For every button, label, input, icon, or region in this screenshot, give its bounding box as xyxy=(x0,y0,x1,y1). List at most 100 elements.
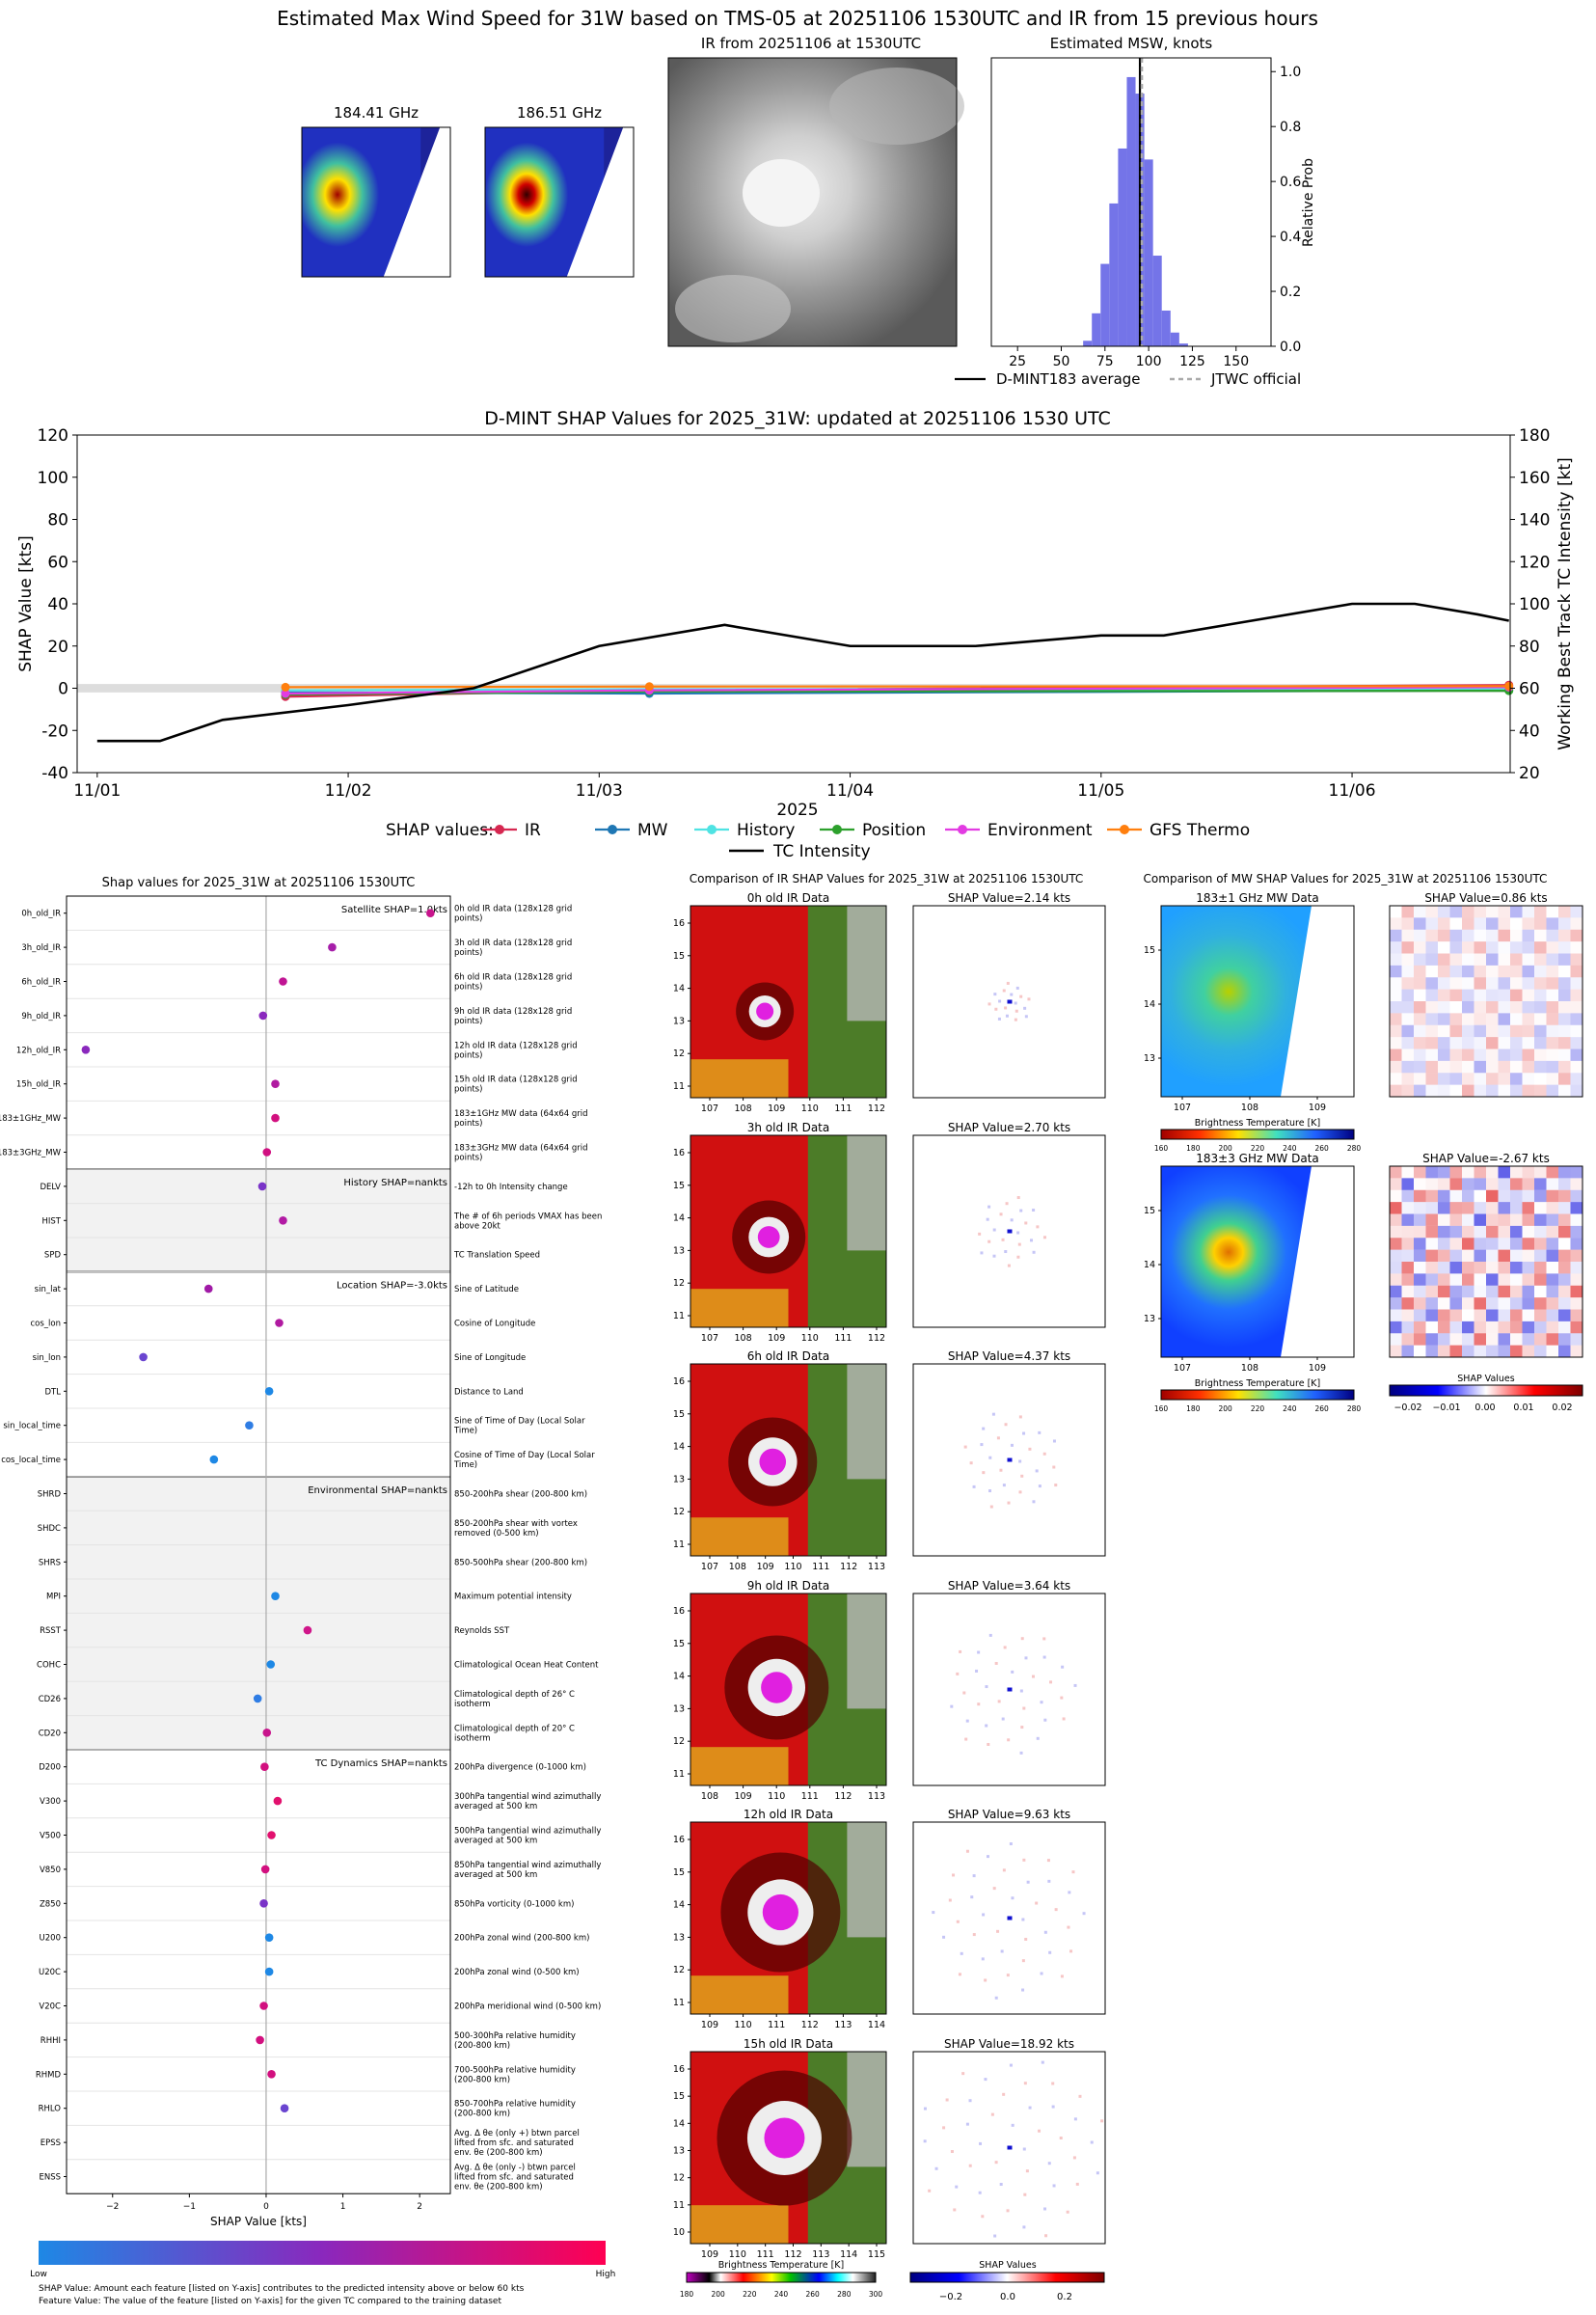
dots-feature-desc: (200-800 km) xyxy=(454,2041,510,2051)
ir-shap-pixel xyxy=(1052,1465,1056,1469)
timeseries-ytick-right-label: 120 xyxy=(1519,553,1550,572)
legend-swatch-marker xyxy=(832,825,842,834)
mw-shap-cell xyxy=(1558,941,1571,954)
timeseries-ytick-left-label: 0 xyxy=(58,680,68,699)
mw-shap-cell xyxy=(1558,1073,1571,1085)
dots-xtick-label: −1 xyxy=(183,2202,196,2212)
mw-shap-cell xyxy=(1498,1213,1510,1226)
dots-xtick-label: 2 xyxy=(417,2202,422,2212)
mw-shap-cell xyxy=(1558,1024,1571,1038)
mw-shap-cell xyxy=(1425,1225,1438,1239)
mw-shap-cell xyxy=(1534,1297,1547,1310)
mw-colorbar-tick-label: 220 xyxy=(1251,1144,1265,1153)
ir-shap-pixel xyxy=(1002,1868,1006,1872)
dots-footnote-1: SHAP Value: Amount each feature [listed … xyxy=(39,2284,525,2294)
mw-shap-cell xyxy=(1474,917,1486,930)
mw-shap-cell xyxy=(1522,1249,1534,1262)
mw-shap-cell xyxy=(1414,941,1426,954)
ir-shap-pixel xyxy=(1032,1250,1036,1254)
ir-panel-xtick-label: 114 xyxy=(868,2020,885,2030)
ir-panel-xtick-label: 110 xyxy=(784,1562,801,1572)
mw-panel-ytick-label: 14 xyxy=(1144,999,1155,1010)
ir-shap-pixel xyxy=(1032,1209,1036,1212)
mw-shap-cell xyxy=(1450,1273,1463,1285)
ir-shap-pixel xyxy=(1026,1880,1030,1884)
dots-feature-desc: isotherm xyxy=(454,1700,491,1709)
ir-shap-pixel xyxy=(1073,2117,1077,2121)
ir-colorbar-tick-label: 220 xyxy=(743,2290,757,2299)
mw-shap-cell xyxy=(1558,1037,1571,1049)
ir-shap-pixel xyxy=(981,2215,985,2219)
mw-panel-swath-gap xyxy=(1281,1166,1354,1357)
ir-colorbar-tick-label: 260 xyxy=(806,2290,821,2299)
mw-shap-cell xyxy=(1474,1073,1487,1084)
mw-shap-cell xyxy=(1522,1213,1534,1226)
ir-panel-xtick-label: 110 xyxy=(801,1103,819,1114)
ir-panel-ytick-label: 13 xyxy=(673,1703,685,1714)
ir-shap-pixel xyxy=(959,1649,962,1653)
mw-shap-cell xyxy=(1390,1001,1402,1014)
ir-shap-pixel xyxy=(1018,1490,1022,1494)
mw-shap-cell xyxy=(1438,1013,1450,1025)
mw-shap-cell xyxy=(1390,1060,1402,1074)
mw-shap-cell xyxy=(1510,1037,1523,1049)
mw-shap-cell xyxy=(1390,1297,1402,1310)
timeseries-ytick-right-label: 20 xyxy=(1519,764,1540,783)
ir-panel-ytick-label: 12 xyxy=(673,1278,685,1289)
legend-dmint-label: D-MINT183 average xyxy=(996,370,1141,388)
tc-intensity-line xyxy=(96,602,1509,743)
ir-shap-pixel xyxy=(982,1913,986,1917)
ir-shap-pixel xyxy=(1035,1901,1039,1905)
dots-shap-point xyxy=(256,2035,264,2045)
mw-shap-cell xyxy=(1558,1189,1571,1203)
ir-shap-pixel xyxy=(965,1849,969,1853)
ir-shap-pixel xyxy=(1022,2147,1026,2151)
mw-shap-cell xyxy=(1462,1073,1474,1085)
mw-shap-cell xyxy=(1474,989,1486,1001)
mw-shap-cell xyxy=(1449,1213,1462,1226)
mw-shap-cell xyxy=(1546,929,1558,942)
ir-shap-pixel xyxy=(1005,1202,1009,1206)
mw-shap-cell xyxy=(1438,1060,1450,1074)
ir-shap-pixel xyxy=(968,2164,972,2167)
mw-shap-cell xyxy=(1499,941,1511,953)
mw-shap-cell xyxy=(1486,1238,1499,1250)
dots-feature-desc: lifted from sfc. and saturated xyxy=(454,2138,574,2148)
ir-shap-pixel xyxy=(1024,1015,1028,1019)
legend-swatch-marker xyxy=(1120,825,1129,834)
mw-shap-cell xyxy=(1401,1297,1414,1310)
mw-shap-cell xyxy=(1510,1001,1523,1014)
mw-shap-cell xyxy=(1402,966,1415,977)
mw-shap-cell xyxy=(1534,917,1547,930)
ir-shap-pixel xyxy=(1010,993,1014,996)
mw-shap-cell xyxy=(1486,929,1499,942)
ir-panel-ytick-label: 12 xyxy=(673,1507,685,1517)
mw-shap-cell xyxy=(1438,1037,1450,1049)
timeseries-ytick-right-label: 40 xyxy=(1519,722,1540,741)
ir-panel-ytick-label: 13 xyxy=(673,2146,685,2157)
mw-shap-cell xyxy=(1558,1273,1571,1286)
timeseries-xtick-label: 11/06 xyxy=(1329,781,1376,801)
mw-shap-cell xyxy=(1474,1225,1486,1239)
mw-shap-cell xyxy=(1486,1202,1499,1214)
mw-shap-cell xyxy=(1390,1037,1402,1049)
ir-shap-pixel xyxy=(1100,2119,1104,2123)
ir-panel-xtick-label: 112 xyxy=(840,1562,857,1572)
dots-shap-point xyxy=(279,977,287,986)
legend-swatch-marker xyxy=(958,825,967,834)
mw-shap-cell xyxy=(1558,977,1571,990)
mw-shap-cell xyxy=(1570,1273,1582,1286)
mw-shap-cell xyxy=(1510,989,1523,1001)
dots-feature-name: U20C xyxy=(39,1968,61,1977)
ir-shap-pixel xyxy=(996,1929,1000,1933)
mw-shap-cell xyxy=(1449,965,1462,978)
dots-feature-desc: 6h old IR data (128x128 grid xyxy=(454,973,572,983)
mw-shap-cell xyxy=(1390,1321,1402,1334)
mw-shap-cell xyxy=(1558,1085,1571,1097)
dots-feature-name: ENSS xyxy=(39,2173,61,2183)
mw-shap-cell xyxy=(1486,1073,1499,1085)
dots-shap-point xyxy=(259,2002,268,2010)
ir-panel-title: 15h old IR Data xyxy=(744,2037,833,2051)
ir-shap-pixel xyxy=(1019,1751,1023,1755)
mw-shap-cell xyxy=(1534,1037,1547,1049)
